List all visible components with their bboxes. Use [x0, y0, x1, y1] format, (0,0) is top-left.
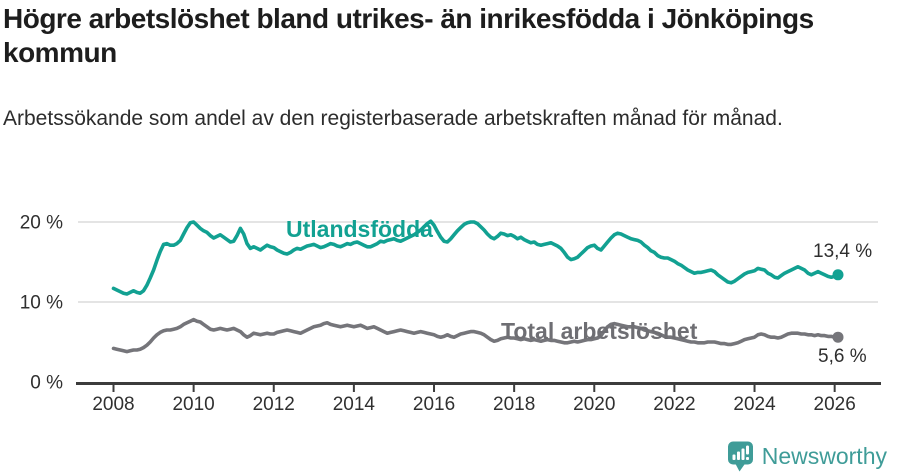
svg-text:10 %: 10 % — [20, 293, 63, 314]
brand-name: Newsworthy — [761, 443, 887, 469]
brand-footer: Newsworthy — [727, 441, 887, 472]
svg-text:2016: 2016 — [413, 394, 455, 415]
x-axis: 2008 2010 2012 2014 2016 2018 2020 2022 2024 2026 — [76, 382, 881, 415]
series-label-utlandsfodda: Utlandsfödda — [286, 216, 433, 242]
svg-text:2012: 2012 — [253, 394, 295, 415]
series-end-dot — [832, 331, 844, 343]
svg-text:0 %: 0 % — [30, 373, 63, 394]
svg-text:2024: 2024 — [733, 394, 776, 415]
chart-subtitle: Arbetssökande som andel av den registerb… — [3, 107, 783, 130]
series-end-dot — [832, 269, 844, 281]
chart-title: Högre arbetslöshet bland utrikes- än inr… — [3, 3, 814, 68]
newsworthy-logo-icon — [727, 441, 753, 472]
svg-text:2026: 2026 — [814, 394, 856, 415]
svg-text:2014: 2014 — [333, 394, 376, 415]
end-value-label-total-arbetsloshet: 5,6 % — [818, 346, 867, 367]
svg-text:20 %: 20 % — [20, 213, 63, 234]
svg-text:2008: 2008 — [92, 394, 134, 415]
svg-text:2018: 2018 — [493, 394, 535, 415]
series-label-total-arbetsloshet: Total arbetslöshet — [501, 318, 698, 344]
svg-text:2010: 2010 — [172, 394, 214, 415]
svg-text:2022: 2022 — [653, 394, 695, 415]
series-line-total — [111, 317, 844, 354]
series-line-utlandsfodda — [111, 219, 844, 296]
end-value-label-utlandsfodda: 13,4 % — [813, 241, 873, 262]
svg-text:2020: 2020 — [573, 394, 615, 415]
